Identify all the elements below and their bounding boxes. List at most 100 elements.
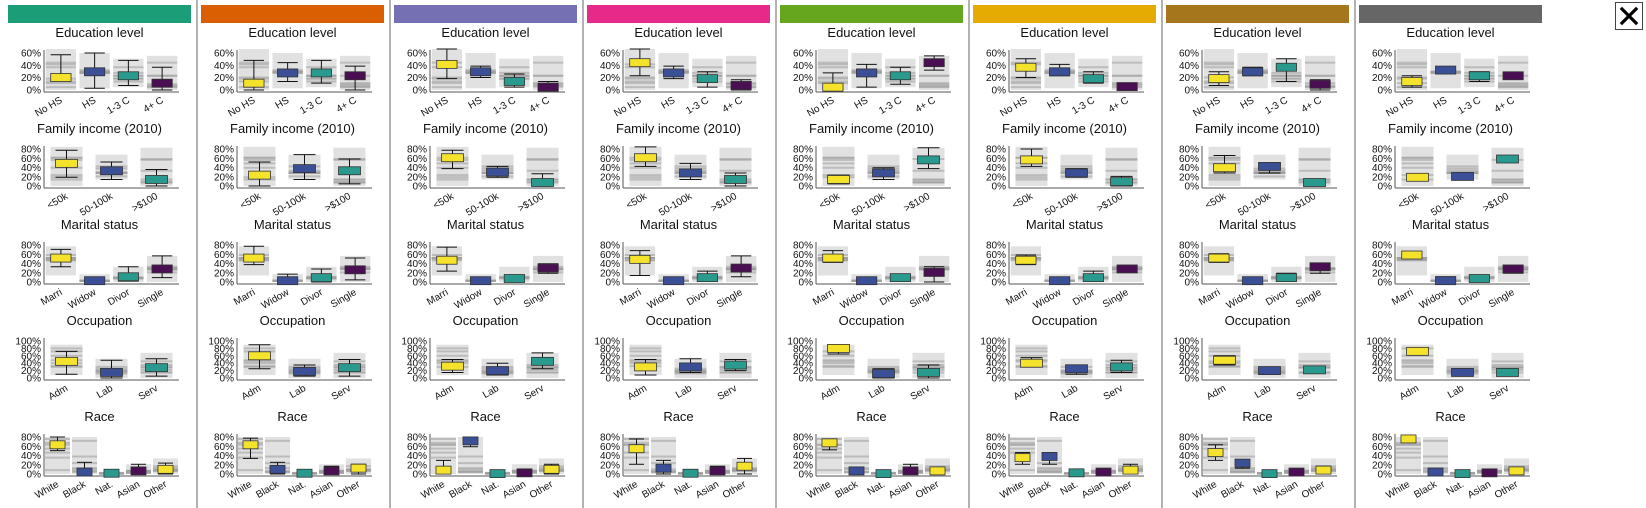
median-marker[interactable] <box>1041 452 1058 461</box>
median-marker[interactable] <box>1110 177 1133 187</box>
median-marker[interactable] <box>55 158 78 168</box>
median-marker[interactable] <box>696 273 718 283</box>
median-marker[interactable] <box>1095 467 1112 477</box>
median-marker[interactable] <box>489 469 506 479</box>
median-marker[interactable] <box>1068 468 1085 478</box>
median-marker[interactable] <box>1275 62 1297 72</box>
median-marker[interactable] <box>1082 74 1104 84</box>
median-marker[interactable] <box>310 273 332 283</box>
median-marker[interactable] <box>1020 358 1043 368</box>
median-marker[interactable] <box>76 467 93 477</box>
median-marker[interactable] <box>709 466 726 476</box>
median-marker[interactable] <box>1065 364 1088 374</box>
median-marker[interactable] <box>1400 434 1417 444</box>
median-marker[interactable] <box>1435 276 1457 286</box>
median-marker[interactable] <box>543 464 560 474</box>
median-marker[interactable] <box>679 168 702 178</box>
median-marker[interactable] <box>1303 365 1326 375</box>
median-marker[interactable] <box>1468 274 1490 283</box>
median-marker[interactable] <box>310 68 332 78</box>
median-marker[interactable] <box>243 253 265 263</box>
median-marker[interactable] <box>1451 368 1474 377</box>
median-marker[interactable] <box>1014 453 1031 463</box>
median-marker[interactable] <box>338 166 361 176</box>
median-marker[interactable] <box>1213 163 1236 173</box>
median-marker[interactable] <box>1020 155 1043 165</box>
median-marker[interactable] <box>503 274 525 283</box>
median-marker[interactable] <box>1049 67 1071 77</box>
median-marker[interactable] <box>1401 77 1423 86</box>
median-marker[interactable] <box>248 170 271 180</box>
median-marker[interactable] <box>338 363 361 373</box>
median-marker[interactable] <box>100 368 123 377</box>
median-marker[interactable] <box>663 276 685 286</box>
median-marker[interactable] <box>1234 458 1251 468</box>
median-marker[interactable] <box>1315 465 1332 475</box>
median-marker[interactable] <box>1110 362 1133 372</box>
median-marker[interactable] <box>917 368 940 377</box>
median-marker[interactable] <box>682 468 699 478</box>
median-marker[interactable] <box>49 440 66 450</box>
cluster-color-band[interactable] <box>780 5 963 23</box>
median-marker[interactable] <box>629 58 651 68</box>
median-marker[interactable] <box>243 78 265 88</box>
median-marker[interactable] <box>889 273 911 283</box>
median-marker[interactable] <box>435 465 452 475</box>
median-marker[interactable] <box>629 254 651 264</box>
median-marker[interactable] <box>917 155 940 165</box>
median-marker[interactable] <box>1065 168 1088 178</box>
close-button[interactable] <box>1615 2 1643 30</box>
median-marker[interactable] <box>1427 467 1444 477</box>
median-marker[interactable] <box>1481 468 1498 478</box>
median-marker[interactable] <box>1502 264 1524 274</box>
median-marker[interactable] <box>1015 62 1037 72</box>
median-marker[interactable] <box>50 253 72 263</box>
median-marker[interactable] <box>486 366 509 376</box>
median-marker[interactable] <box>634 153 657 163</box>
median-marker[interactable] <box>827 343 850 353</box>
median-marker[interactable] <box>1242 276 1264 286</box>
median-marker[interactable] <box>531 356 554 366</box>
median-marker[interactable] <box>277 276 299 286</box>
median-marker[interactable] <box>323 466 340 476</box>
median-marker[interactable] <box>441 361 464 371</box>
median-marker[interactable] <box>872 168 895 178</box>
median-marker[interactable] <box>1015 255 1037 265</box>
cluster-color-band[interactable] <box>8 5 191 23</box>
median-marker[interactable] <box>856 68 878 78</box>
cluster-color-band[interactable] <box>587 5 770 23</box>
median-marker[interactable] <box>537 82 559 92</box>
median-marker[interactable] <box>736 461 753 471</box>
median-marker[interactable] <box>1208 74 1230 84</box>
median-marker[interactable] <box>696 74 718 84</box>
median-marker[interactable] <box>130 466 147 476</box>
median-marker[interactable] <box>350 463 367 473</box>
median-marker[interactable] <box>724 175 747 184</box>
median-marker[interactable] <box>277 68 299 78</box>
cluster-color-band[interactable] <box>201 5 384 23</box>
median-marker[interactable] <box>889 71 911 81</box>
median-marker[interactable] <box>1406 172 1429 182</box>
median-marker[interactable] <box>730 81 752 90</box>
median-marker[interactable] <box>1207 448 1224 457</box>
median-marker[interactable] <box>822 253 844 263</box>
median-marker[interactable] <box>117 272 139 282</box>
median-marker[interactable] <box>531 178 554 187</box>
median-marker[interactable] <box>486 167 509 177</box>
median-marker[interactable] <box>436 59 458 69</box>
median-marker[interactable] <box>1258 162 1281 171</box>
median-marker[interactable] <box>655 463 672 473</box>
median-marker[interactable] <box>441 153 464 163</box>
median-marker[interactable] <box>730 263 752 273</box>
median-marker[interactable] <box>1303 178 1326 187</box>
median-marker[interactable] <box>503 77 525 86</box>
median-marker[interactable] <box>157 464 174 474</box>
median-marker[interactable] <box>1406 346 1429 356</box>
median-marker[interactable] <box>875 469 892 479</box>
median-marker[interactable] <box>436 255 458 265</box>
cluster-color-band[interactable] <box>1359 5 1542 23</box>
median-marker[interactable] <box>344 265 366 275</box>
median-marker[interactable] <box>923 268 945 277</box>
median-marker[interactable] <box>1309 79 1331 89</box>
median-marker[interactable] <box>470 276 492 286</box>
